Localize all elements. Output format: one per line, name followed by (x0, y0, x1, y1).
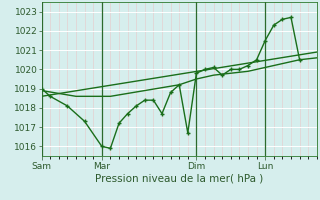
X-axis label: Pression niveau de la mer( hPa ): Pression niveau de la mer( hPa ) (95, 173, 263, 183)
